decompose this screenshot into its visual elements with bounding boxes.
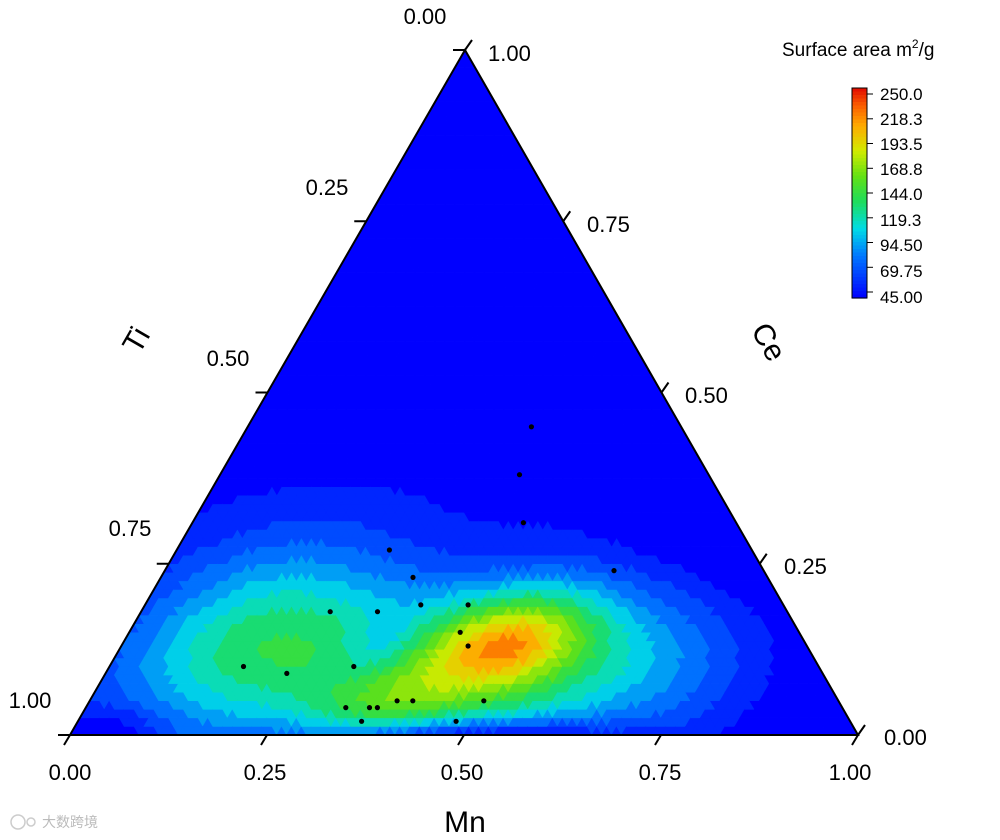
contour-surface [70, 50, 858, 735]
